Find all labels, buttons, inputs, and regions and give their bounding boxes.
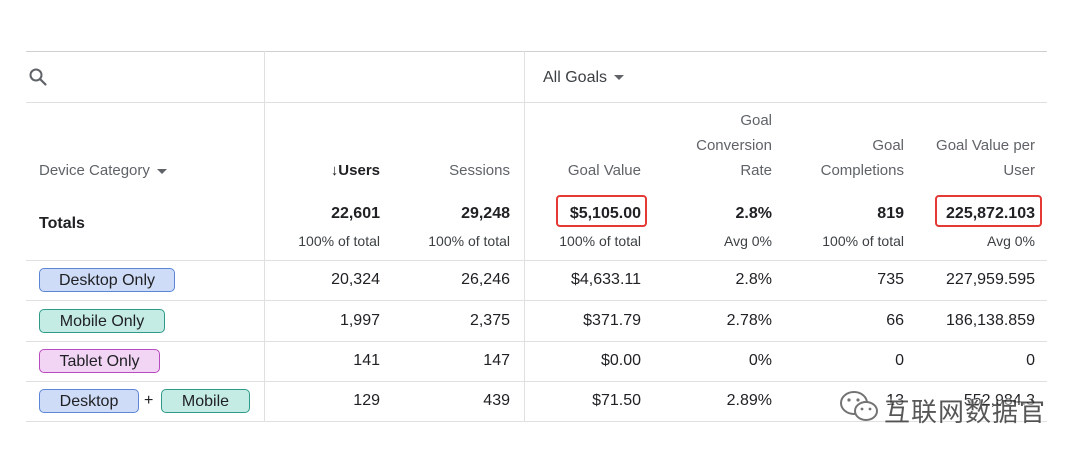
segment-chip-tablet-only[interactable]: Tablet Only xyxy=(39,349,160,373)
row-users: 1,997 xyxy=(339,312,380,329)
row-users: 129 xyxy=(353,392,380,409)
totals-completions-sub: 100% of total xyxy=(822,233,904,249)
goal-selector-dropdown[interactable]: All Goals xyxy=(543,67,625,89)
segment-chip-mobile[interactable]: Mobile xyxy=(161,389,250,413)
header-line: Completions xyxy=(820,162,904,179)
row-sessions: 439 xyxy=(483,392,510,409)
row-divider xyxy=(26,341,1047,342)
row-completions: 13 xyxy=(886,392,904,409)
row-divider xyxy=(26,300,1047,301)
totals-conversion-rate-sub: Avg 0% xyxy=(724,233,772,249)
row-conversion-rate: 2.89% xyxy=(726,392,772,409)
totals-users-sub: 100% of total xyxy=(298,233,380,249)
header-sessions[interactable]: Sessions xyxy=(449,162,510,179)
row-sessions: 26,246 xyxy=(461,271,510,288)
totals-label: Totals xyxy=(39,215,85,232)
header-goal-conversion-rate[interactable]: Goal Conversion Rate xyxy=(660,108,772,183)
wechat-icon xyxy=(840,391,878,421)
header-line: Goal Value per xyxy=(936,137,1035,154)
row-value-per-user: 552,984.3 xyxy=(963,392,1035,409)
row-completions: 0 xyxy=(895,352,904,369)
row-goal-value: $71.50 xyxy=(592,392,641,409)
watermark: 互联网数据官 xyxy=(838,384,1048,428)
totals-goal-value-sub: 100% of total xyxy=(559,233,641,249)
value-per-user-highlight xyxy=(935,195,1042,227)
totals-users: 22,601 xyxy=(331,205,380,222)
goal-selector-label: All Goals xyxy=(543,69,608,86)
row-goal-value: $4,633.11 xyxy=(571,271,641,288)
row-value-per-user: 186,138.859 xyxy=(946,312,1035,329)
row-value-per-user: 227,959.595 xyxy=(946,271,1035,288)
totals-sessions-sub: 100% of total xyxy=(428,233,510,249)
segment-chip-desktop-only[interactable]: Desktop Only xyxy=(39,268,175,292)
header-line: Rate xyxy=(740,162,772,179)
segment-chip-desktop[interactable]: Desktop xyxy=(39,389,139,413)
row-conversion-rate: 2.8% xyxy=(735,271,772,288)
caret-down-icon xyxy=(614,75,625,81)
row-goal-value: $0.00 xyxy=(600,352,641,369)
goal-value-highlight xyxy=(556,195,647,227)
totals-sessions: 29,248 xyxy=(461,205,510,222)
row-sessions: 2,375 xyxy=(469,312,510,329)
header-goal-value[interactable]: Goal Value xyxy=(567,162,641,179)
totals-divider xyxy=(26,260,1047,261)
totals-completions: 819 xyxy=(877,205,904,222)
totals-goal-value: $5,105.00 xyxy=(569,205,641,222)
totals-value-per-user: 225,872.103 xyxy=(946,205,1035,222)
row-divider xyxy=(26,421,1047,422)
column-divider xyxy=(264,51,265,422)
row-completions: 66 xyxy=(886,312,904,329)
header-goal-completions[interactable]: Goal Completions xyxy=(790,133,904,183)
row-users: 141 xyxy=(353,352,380,369)
row-conversion-rate: 0% xyxy=(748,352,772,369)
header-goal-value-per-user[interactable]: Goal Value per User xyxy=(915,133,1035,183)
totals-value-per-user-sub: Avg 0% xyxy=(987,233,1035,249)
header-line: Conversion xyxy=(696,137,772,154)
segment-chip-mobile-only[interactable]: Mobile Only xyxy=(39,309,165,333)
row-completions: 735 xyxy=(877,271,904,288)
row-conversion-rate: 2.78% xyxy=(726,312,772,329)
header-device-category[interactable]: Device Category xyxy=(39,158,167,183)
caret-down-icon xyxy=(156,168,167,174)
header-device-category-label: Device Category xyxy=(39,162,150,179)
row-sessions: 147 xyxy=(483,352,510,369)
row-goal-value: $371.79 xyxy=(583,312,641,329)
column-divider xyxy=(524,51,525,422)
table-top-border xyxy=(26,51,1047,52)
header-line: Goal xyxy=(872,137,904,154)
watermark-text: 互联网数据官 xyxy=(884,398,1047,428)
segment-combine-plus: + xyxy=(144,392,154,409)
header-users[interactable]: ↓Users xyxy=(330,162,380,179)
row-divider xyxy=(26,381,1047,382)
totals-conversion-rate: 2.8% xyxy=(735,205,772,222)
search-icon[interactable] xyxy=(28,67,48,87)
header-line: Goal xyxy=(740,112,772,129)
toolbar-divider xyxy=(26,102,1047,103)
row-users: 20,324 xyxy=(331,271,380,288)
row-value-per-user: 0 xyxy=(1026,352,1035,369)
header-line: User xyxy=(1003,162,1035,179)
